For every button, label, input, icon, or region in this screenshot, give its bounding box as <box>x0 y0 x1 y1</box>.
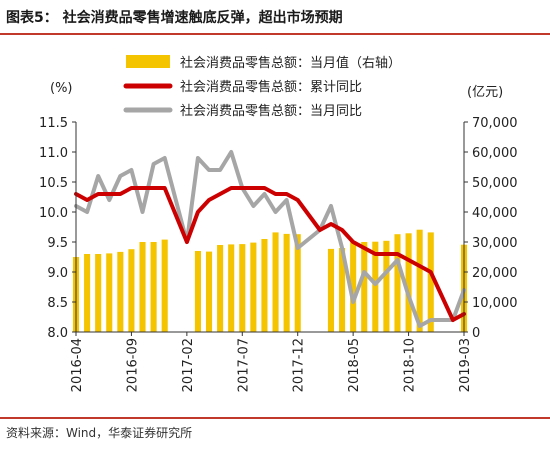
legend-label: 社会消费品零售总额：当月值（右轴） <box>180 55 401 71</box>
left-tick-label: 10.0 <box>39 206 68 221</box>
legend-swatch-bar <box>126 55 170 68</box>
left-tick-label: 11.5 <box>39 116 68 131</box>
legend-label: 社会消费品零售总额：当月同比 <box>180 103 362 119</box>
bar-mark <box>117 251 124 332</box>
bar-mark <box>161 239 168 332</box>
x-tick-label: 2018-10 <box>403 338 418 392</box>
series-line-monthly <box>74 150 466 328</box>
x-tick-label: 2016-04 <box>70 338 85 392</box>
bar-mark <box>239 244 246 332</box>
bar-mark <box>217 245 224 332</box>
bar-mark <box>339 248 346 332</box>
source-note: 资料来源：Wind，华泰证券研究所 <box>6 426 193 440</box>
x-tick-label: 2016-09 <box>125 338 140 392</box>
bar-mark <box>250 242 257 332</box>
bar-mark <box>128 249 135 332</box>
legend-label: 社会消费品零售总额：累计同比 <box>180 79 362 95</box>
left-tick-label: 11.0 <box>39 146 68 161</box>
right-tick-label: 20,000 <box>472 266 518 281</box>
bar-mark <box>294 234 301 332</box>
right-tick-label: 10,000 <box>472 296 518 311</box>
right-tick-label: 70,000 <box>472 116 518 131</box>
x-tick-label: 2019-03 <box>458 338 473 392</box>
left-axis-unit: (%) <box>50 81 73 96</box>
bar-mark <box>416 229 423 332</box>
bar-mark <box>372 241 379 332</box>
bar-mark <box>327 248 335 332</box>
x-tick-label: 2017-12 <box>292 338 307 392</box>
bar-mark <box>194 251 201 332</box>
bar-mark <box>205 251 213 332</box>
left-tick-label: 10.5 <box>39 176 68 191</box>
chart-title: 图表5： 社会消费品零售增速触底反弹，超出市场预期 <box>6 10 343 26</box>
right-tick-label: 60,000 <box>472 146 518 161</box>
x-tick-label: 2018-05 <box>347 338 362 392</box>
bar-mark <box>361 242 368 332</box>
bar-mark <box>84 254 91 332</box>
top-rule <box>0 33 550 35</box>
series-line-cumulative <box>74 186 466 322</box>
left-tick-label: 9.5 <box>47 236 68 251</box>
right-tick-label: 0 <box>472 326 480 341</box>
legend: 社会消费品零售总额：当月值（右轴） 社会消费品零售总额：累计同比社会消费品零售总额… <box>123 55 401 119</box>
bar-mark <box>283 233 290 332</box>
bar-mark <box>106 253 113 332</box>
bar-mark <box>261 239 268 332</box>
right-tick-label: 50,000 <box>472 176 518 191</box>
bottom-rule <box>0 417 550 419</box>
bar-mark <box>383 240 390 332</box>
bar-series <box>72 229 468 332</box>
x-tick-label: 2017-02 <box>181 338 196 392</box>
bar-mark <box>272 232 279 332</box>
left-tick-label: 8.0 <box>47 326 68 341</box>
right-tick-label: 30,000 <box>472 236 518 251</box>
bar-mark <box>228 244 235 332</box>
right-axis-unit: (亿元) <box>467 85 503 100</box>
left-tick-label: 8.5 <box>47 296 68 311</box>
bar-mark <box>139 242 146 332</box>
bar-mark <box>427 232 434 332</box>
left-tick-label: 9.0 <box>47 266 68 281</box>
bar-mark <box>405 233 412 332</box>
x-tick-label: 2017-07 <box>236 338 251 392</box>
bar-mark <box>350 241 357 332</box>
chart-svg: 社会消费品零售总额：当月值（右轴） 社会消费品零售总额：累计同比社会消费品零售总额… <box>39 55 518 392</box>
right-tick-label: 40,000 <box>472 206 518 221</box>
line-series <box>74 150 466 328</box>
bar-mark <box>394 234 401 332</box>
axes: (%) (亿元) 8.0 8.5 9.0 9.5 10.0 10.5 11.0 11.5 0 10,0… <box>39 81 517 392</box>
bar-mark <box>150 242 157 332</box>
bar-mark <box>95 254 102 332</box>
